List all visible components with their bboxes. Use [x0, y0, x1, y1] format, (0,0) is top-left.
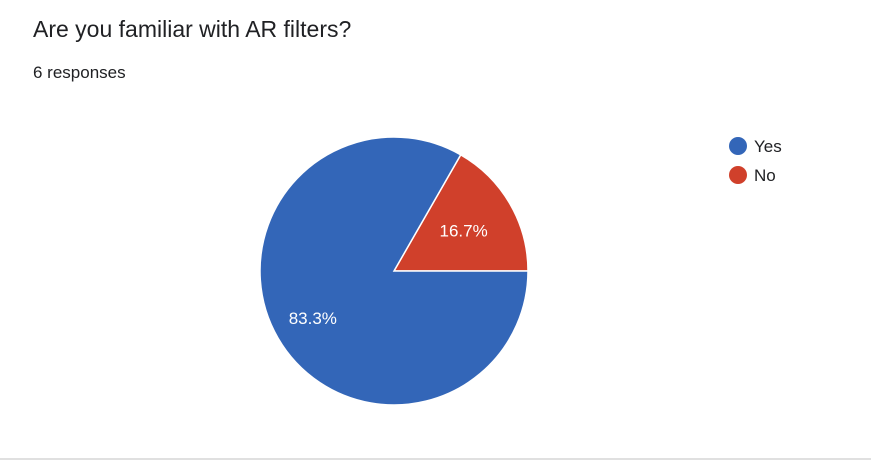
legend: Yes No — [729, 137, 782, 185]
pie-slice-label-yes: 83.3% — [289, 309, 337, 328]
pie-slice-label-no: 16.7% — [439, 222, 487, 241]
legend-item-no[interactable]: No — [729, 166, 776, 185]
legend-label-yes: Yes — [754, 137, 782, 156]
legend-swatch-no — [729, 166, 747, 184]
legend-item-yes[interactable]: Yes — [729, 137, 782, 156]
pie-slice-no[interactable] — [392, 153, 529, 272]
pie-slice-yes[interactable] — [259, 136, 529, 406]
legend-swatch-yes — [729, 137, 747, 155]
response-count: 6 responses — [33, 63, 126, 82]
pie-slices — [259, 136, 529, 406]
question-title: Are you familiar with AR filters? — [33, 16, 352, 42]
legend-label-no: No — [754, 166, 776, 185]
pie-slice-labels: 16.7% 83.3% — [289, 222, 488, 328]
